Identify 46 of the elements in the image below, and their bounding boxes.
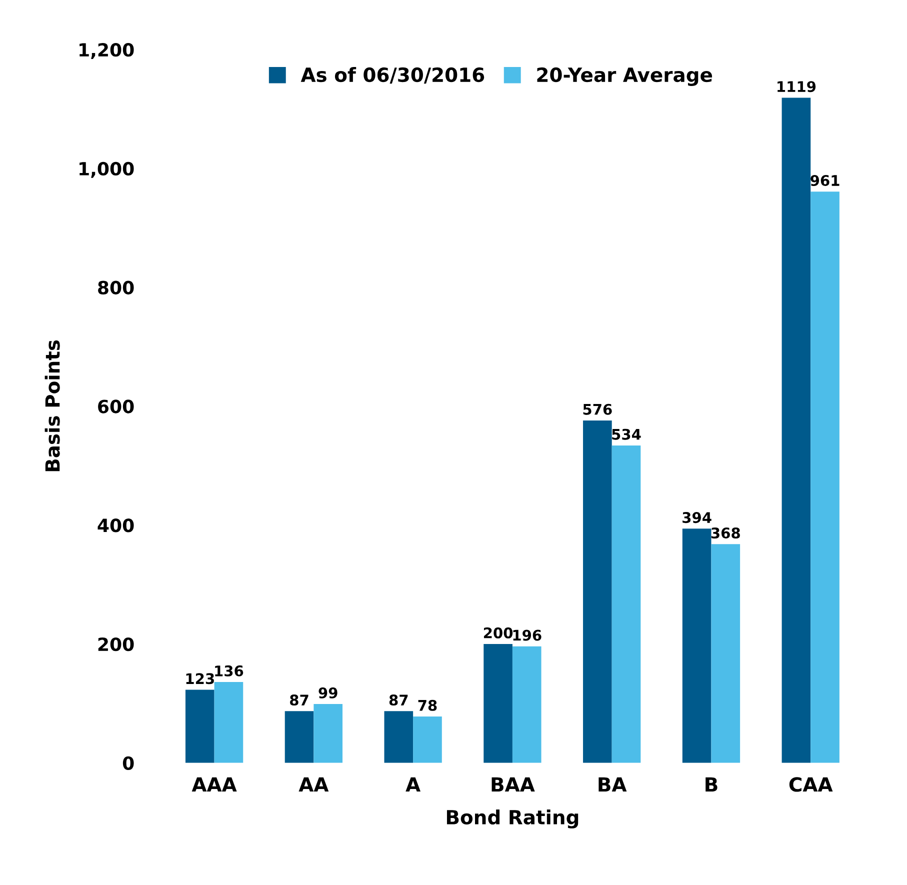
x-tick-label: AAA — [192, 777, 237, 792]
y-tick-label: 200 — [98, 637, 134, 652]
bar — [214, 682, 244, 763]
x-tick-label: A — [406, 777, 420, 792]
bar — [384, 711, 414, 763]
bar — [782, 98, 811, 763]
data-label: 576 — [583, 404, 612, 415]
bar — [413, 716, 442, 763]
data-label: 961 — [810, 175, 840, 186]
bar — [484, 644, 512, 763]
bar — [682, 528, 712, 763]
data-label: 87 — [389, 694, 408, 706]
bar — [314, 704, 343, 763]
bar — [612, 445, 641, 763]
x-tick-label: BAA — [492, 777, 535, 792]
data-label: 136 — [215, 665, 244, 676]
y-tick-label: 1,200 — [80, 43, 134, 59]
y-tick-label: 600 — [98, 400, 134, 414]
y-tick-label: 400 — [98, 518, 134, 532]
data-label: 87 — [290, 694, 308, 706]
data-label: 200 — [484, 627, 513, 638]
bar — [512, 646, 542, 763]
data-label: 196 — [513, 630, 542, 641]
x-axis-title: Bond Rating — [446, 809, 578, 828]
data-label: 1119 — [778, 81, 816, 92]
data-label: 123 — [186, 673, 214, 684]
data-label: 78 — [418, 700, 437, 711]
bar — [185, 690, 214, 763]
legend-label: 20-Year Average — [537, 67, 712, 86]
y-tick-label: 1,000 — [80, 162, 134, 178]
y-tick-label: 800 — [98, 280, 134, 294]
x-tick-label: AA — [298, 777, 329, 792]
x-tick-label: CAA — [789, 777, 833, 792]
y-axis-title: Basis Points — [44, 340, 60, 472]
data-label: 394 — [682, 512, 712, 524]
data-label: 368 — [711, 527, 740, 539]
y-tick-label: 0 — [122, 756, 134, 770]
bar — [711, 544, 740, 763]
legend-label: As of 06/30/2016 — [300, 67, 484, 84]
x-tick-label: B — [706, 777, 718, 792]
bar — [810, 192, 840, 763]
x-tick-label: BA — [598, 777, 627, 792]
data-label: 534 — [612, 428, 641, 440]
bar — [583, 420, 612, 763]
data-label: 99 — [318, 687, 338, 698]
bar — [284, 711, 314, 763]
